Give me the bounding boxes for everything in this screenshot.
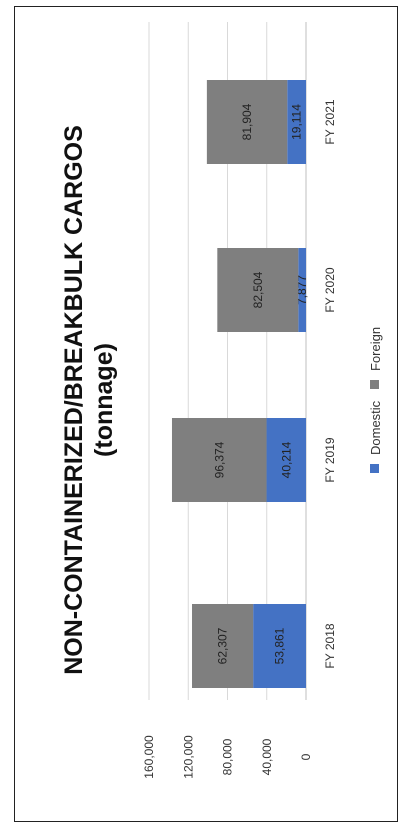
data-label: 19,114 — [290, 104, 304, 140]
bar-domestic-1 — [266, 418, 306, 502]
legend-swatch-domestic — [370, 464, 379, 473]
bar-domestic-2 — [298, 248, 306, 332]
x-category-label: FY 2019 — [323, 437, 337, 482]
data-label: 7,877 — [295, 275, 309, 305]
y-tick-label: 0 — [299, 753, 313, 760]
y-axis-ticks: 0 40,000 80,000 120,000 160,000 — [142, 735, 313, 779]
data-label: 62,307 — [216, 627, 230, 664]
x-axis-categories: FY 2018 FY 2019 FY 2020 FY 2021 — [323, 99, 337, 668]
data-label: 82,504 — [251, 271, 265, 308]
legend: Domestic Foreign — [368, 327, 383, 473]
chart-title-group: NON-CONTAINERIZED/BREAKBULK CARGOS (tonn… — [60, 125, 118, 675]
chart-title: NON-CONTAINERIZED/BREAKBULK CARGOS — [60, 125, 88, 675]
data-label: 40,214 — [279, 441, 293, 478]
y-tick-label: 80,000 — [221, 738, 235, 775]
x-category-label: FY 2018 — [323, 623, 337, 668]
chart-subtitle: (tonnage) — [90, 343, 118, 457]
data-label: 81,904 — [240, 103, 254, 140]
bar-foreign-1 — [171, 418, 267, 502]
bar-foreign-0 — [192, 604, 254, 688]
y-tick-label: 40,000 — [260, 738, 274, 775]
data-label: 96,374 — [212, 441, 226, 478]
bar-foreign-3 — [206, 80, 288, 164]
legend-swatch-foreign — [370, 380, 379, 389]
bar-domestic-3 — [287, 80, 306, 164]
legend-label-domestic: Domestic — [368, 400, 383, 455]
legend-label-foreign: Foreign — [368, 327, 383, 371]
x-category-label: FY 2020 — [323, 267, 337, 312]
bar-domestic-0 — [253, 604, 306, 688]
y-tick-label: 120,000 — [181, 735, 195, 779]
bars: 53,861 62,307 40,214 96,374 7,877 82,504 19,11… — [171, 80, 309, 688]
y-tick-label: 160,000 — [142, 735, 156, 779]
bar-foreign-2 — [217, 248, 299, 332]
x-category-label: FY 2021 — [323, 99, 337, 144]
data-label: 53,861 — [273, 627, 287, 664]
